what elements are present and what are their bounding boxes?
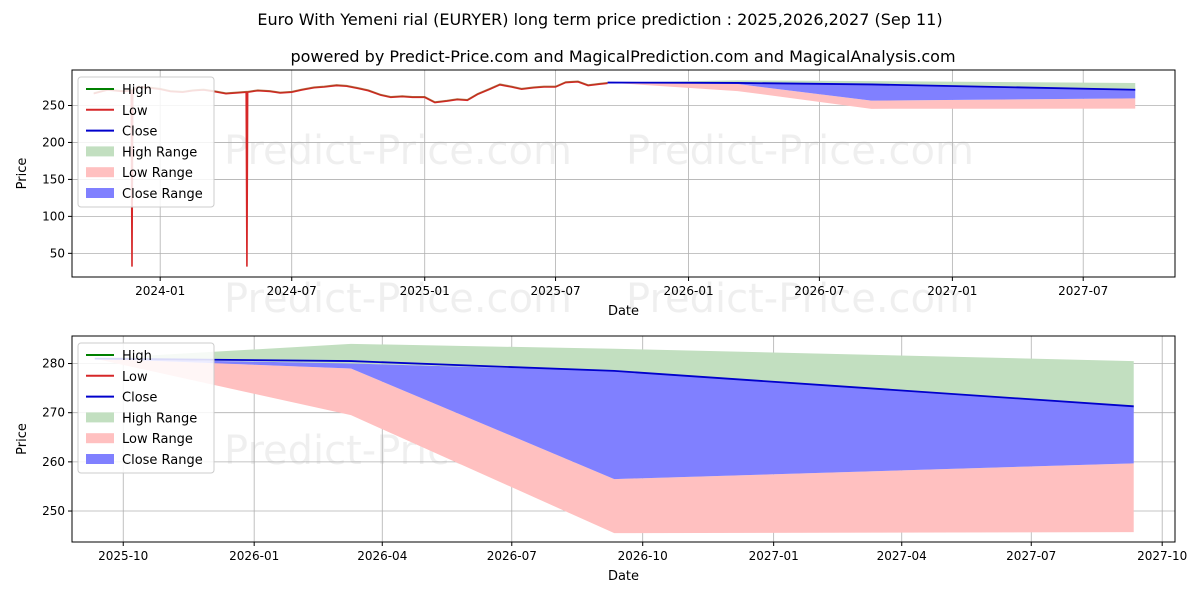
axes-frame <box>71 69 1176 278</box>
x-tick-label: 2025-01 <box>400 284 450 298</box>
watermark-text: Predict-Price.com <box>224 128 572 174</box>
legend-label-close_range: Close Range <box>122 453 203 468</box>
x-tick-label: 2025-10 <box>98 549 148 563</box>
legend-swatch-close_range <box>86 188 114 198</box>
x-tick-label: 2027-01 <box>749 549 799 563</box>
legend-swatch-low_range <box>86 433 114 444</box>
forecast-zoom-panel: Predict-Price.comPredict-Price.com2025-1… <box>15 335 1187 584</box>
close-forecast-line <box>607 81 1136 91</box>
y-tick-label: 150 <box>42 172 65 186</box>
legend-swatch-high_range <box>86 412 114 423</box>
y-axis-label: Price <box>15 158 30 190</box>
y-tick-label: 250 <box>42 98 65 112</box>
legend: High Low Close High Range Low Range Close Ran… <box>77 76 215 208</box>
x-tick-label: 2026-01 <box>663 284 713 298</box>
chart-subtitle: powered by Predict-Price.com and Magical… <box>290 47 955 66</box>
close-forecast-line <box>94 357 1134 408</box>
low-range-band <box>94 358 1134 534</box>
x-tick-label: 2027-07 <box>1058 284 1108 298</box>
y-tick-label: 100 <box>42 209 65 223</box>
x-axis-label: Date <box>608 304 639 319</box>
legend-label-close_range: Close Range <box>122 187 203 202</box>
x-tick-label: 2027-01 <box>927 284 977 298</box>
watermark-text: Predict-Price.com <box>626 128 974 174</box>
x-tick-label: 2027-07 <box>1006 549 1056 563</box>
y-tick-label: 250 <box>42 504 65 518</box>
y-tick-label: 50 <box>50 246 65 260</box>
x-tick-label: 2025-07 <box>530 284 580 298</box>
legend-label-low: Low <box>122 370 148 385</box>
legend: High Low Close High Range Low Range Close Ran… <box>77 342 215 474</box>
legend-label-close: Close <box>122 391 157 406</box>
legend-label-low_range: Low Range <box>122 432 193 447</box>
x-tick-label: 2024-07 <box>267 284 317 298</box>
legend-label-high: High <box>122 83 152 98</box>
x-tick-label: 2026-10 <box>618 549 668 563</box>
x-tick-label: 2026-07 <box>487 549 537 563</box>
legend-swatch-high_range <box>86 146 114 157</box>
chart-title: Euro With Yemeni rial (EURYER) long term… <box>257 10 942 29</box>
legend-label-close: Close <box>122 125 157 140</box>
legend-label-low_range: Low Range <box>122 166 193 181</box>
x-tick-label: 2026-04 <box>357 549 407 563</box>
axes-frame <box>71 335 1176 543</box>
x-tick-label: 2027-04 <box>877 549 927 563</box>
x-axis-label: Date <box>608 569 639 584</box>
legend-label-high_range: High Range <box>122 145 197 160</box>
y-tick-label: 270 <box>42 406 65 420</box>
watermark-text: Predict-Price.com <box>626 276 974 322</box>
y-tick-label: 200 <box>42 135 65 149</box>
long-term-panel: Predict-Price.com Predict-Price.com Predic… <box>15 69 1176 322</box>
x-tick-label: 2026-01 <box>229 549 279 563</box>
y-tick-label: 260 <box>42 455 65 469</box>
legend-swatch-close_range <box>86 454 114 464</box>
plot-area <box>93 80 1136 267</box>
legend-label-high: High <box>122 349 152 364</box>
x-tick-label: 2026-07 <box>794 284 844 298</box>
watermark-text: Predict-Price.com <box>224 276 572 322</box>
legend-label-high_range: High Range <box>122 411 197 426</box>
x-tick-label: 2024-01 <box>135 284 185 298</box>
legend-swatch-low_range <box>86 167 114 178</box>
plot-area <box>94 343 1134 534</box>
x-tick-label: 2027-10 <box>1137 549 1187 563</box>
low-range-band <box>607 82 1136 109</box>
y-tick-label: 280 <box>42 357 65 371</box>
y-axis-label: Price <box>15 423 30 455</box>
legend-label-low: Low <box>122 104 148 119</box>
